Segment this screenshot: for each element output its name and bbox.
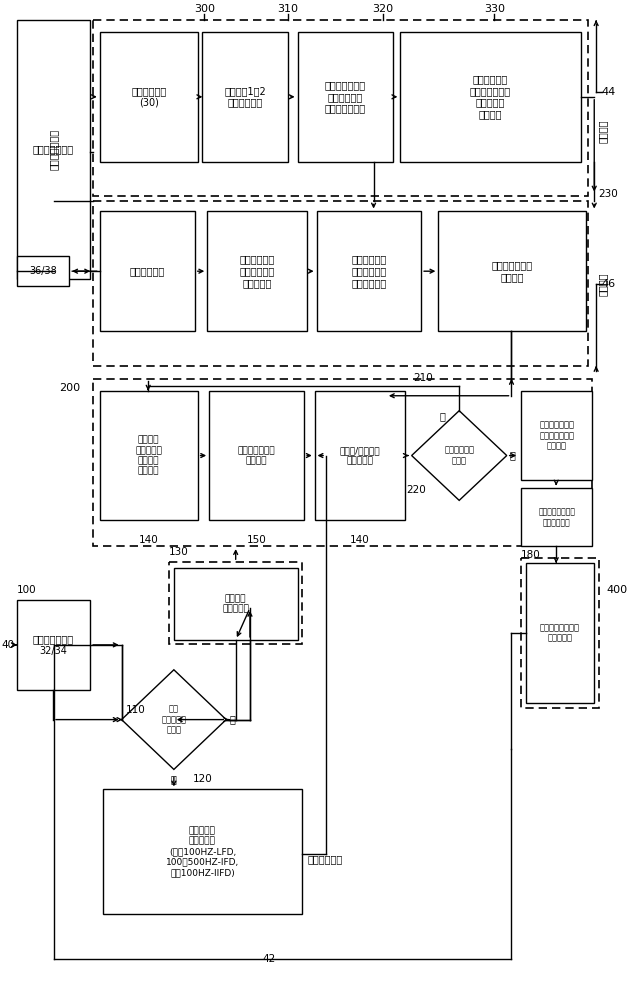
Text: 发射器与两个
动态压力传感器
之间的实时
路径温度: 发射器与两个 动态压力传感器 之间的实时 路径温度 (470, 74, 511, 119)
Text: 使用主动声音将
声音速度数据
转换为气体温度: 使用主动声音将 声音速度数据 转换为气体温度 (324, 80, 365, 113)
Text: 分析主导模式: 分析主导模式 (130, 266, 165, 276)
Text: 利用被动声音
方法基于频率
来计算温度: 利用被动声音 方法基于频率 来计算温度 (239, 255, 275, 288)
FancyBboxPatch shape (202, 32, 288, 162)
Text: 小波和/或傅里叶
分析该数据: 小波和/或傅里叶 分析该数据 (340, 446, 380, 465)
Text: 路径温度: 路径温度 (598, 120, 608, 143)
FancyBboxPatch shape (100, 32, 198, 162)
FancyBboxPatch shape (207, 211, 307, 331)
Text: 310: 310 (277, 4, 299, 14)
FancyBboxPatch shape (400, 32, 581, 162)
FancyBboxPatch shape (17, 600, 90, 690)
FancyBboxPatch shape (521, 391, 592, 480)
Text: 300: 300 (194, 4, 215, 14)
Text: 获得基准温度值: 获得基准温度值 (33, 145, 74, 155)
FancyBboxPatch shape (17, 20, 90, 279)
FancyBboxPatch shape (17, 256, 69, 286)
FancyBboxPatch shape (297, 32, 392, 162)
Text: 比较路径温度、
整体平均温度和
小波系数: 比较路径温度、 整体平均温度和 小波系数 (539, 421, 574, 451)
Text: 发射声音信号
(30): 发射声音信号 (30) (131, 86, 166, 108)
FancyBboxPatch shape (103, 789, 302, 914)
FancyBboxPatch shape (100, 391, 198, 520)
Text: 已经发生燃烧
异常？: 已经发生燃烧 异常？ (444, 446, 474, 465)
FancyBboxPatch shape (316, 211, 421, 331)
Text: 将采样信号细分
为时间段: 将采样信号细分 为时间段 (238, 446, 275, 465)
Text: 与基准值比较
并计算被动值
以获得主动值: 与基准值比较 并计算被动值 以获得主动值 (351, 255, 386, 288)
Text: 36/38: 36/38 (29, 266, 57, 276)
Text: 170: 170 (521, 535, 541, 545)
Text: 是: 是 (171, 774, 177, 784)
Text: 是: 是 (510, 451, 515, 461)
Text: 120: 120 (193, 774, 212, 784)
Text: 320: 320 (372, 4, 394, 14)
FancyBboxPatch shape (100, 211, 195, 331)
Text: 200: 200 (60, 383, 81, 393)
Text: 幅值
大于警报极
限值？: 幅值 大于警报极 限值？ (161, 705, 186, 735)
FancyBboxPatch shape (93, 201, 588, 366)
FancyBboxPatch shape (438, 211, 586, 331)
Text: 发动机中的
高动态特征
(小于100HZ-LFD,
100至500HZ-IFD,
大于100HZ-IIFD): 发动机中的 高动态特征 (小于100HZ-LFD, 100至500HZ-IFD,… (166, 826, 239, 877)
FancyBboxPatch shape (526, 563, 594, 703)
Text: 140: 140 (139, 535, 158, 545)
Text: 被动温度: 被动温度 (598, 272, 608, 296)
Text: 100: 100 (17, 585, 37, 595)
Polygon shape (411, 411, 507, 500)
Text: 获得基准温度值: 获得基准温度值 (49, 129, 59, 170)
Text: 异常检测
获得采样的
高速动态
压力信号: 异常检测 获得采样的 高速动态 压力信号 (135, 435, 162, 476)
Text: 否: 否 (229, 715, 235, 725)
FancyBboxPatch shape (93, 379, 592, 546)
Text: 220: 220 (406, 485, 426, 495)
FancyBboxPatch shape (314, 391, 405, 520)
Text: 读取传感器信号
32/34: 读取传感器信号 32/34 (33, 634, 74, 656)
Text: 110: 110 (125, 705, 146, 715)
Text: 210: 210 (413, 373, 433, 383)
Text: 42: 42 (262, 954, 275, 964)
Polygon shape (122, 670, 226, 769)
Text: 150: 150 (247, 535, 266, 545)
Text: 否: 否 (439, 411, 445, 421)
Text: 控制信号以卸载或
关闭发动机: 控制信号以卸载或 关闭发动机 (540, 623, 580, 643)
FancyBboxPatch shape (521, 558, 599, 708)
Text: 燃烧气体的整体
平均温度: 燃烧气体的整体 平均温度 (491, 260, 532, 282)
Text: 230: 230 (598, 189, 618, 199)
FancyBboxPatch shape (174, 568, 297, 640)
Text: 动态特征
的频率分析: 动态特征 的频率分析 (222, 594, 249, 614)
Text: 130: 130 (169, 547, 189, 557)
Text: 40: 40 (2, 640, 15, 650)
Text: 由传感器1和2
接收声音信号: 由传感器1和2 接收声音信号 (224, 86, 266, 108)
Text: 燃烧动态特征: 燃烧动态特征 (307, 854, 342, 864)
FancyBboxPatch shape (521, 488, 592, 546)
Text: 400: 400 (607, 585, 627, 595)
FancyBboxPatch shape (209, 391, 304, 520)
Text: 330: 330 (484, 4, 505, 14)
Text: 46: 46 (602, 279, 616, 289)
Text: 180: 180 (521, 550, 541, 560)
Text: 确定异常、点火、
熄火和边燃烧: 确定异常、点火、 熄火和边燃烧 (538, 508, 575, 527)
Text: 44: 44 (602, 87, 616, 97)
Text: 140: 140 (350, 535, 369, 545)
FancyBboxPatch shape (93, 20, 588, 196)
FancyBboxPatch shape (169, 562, 302, 644)
